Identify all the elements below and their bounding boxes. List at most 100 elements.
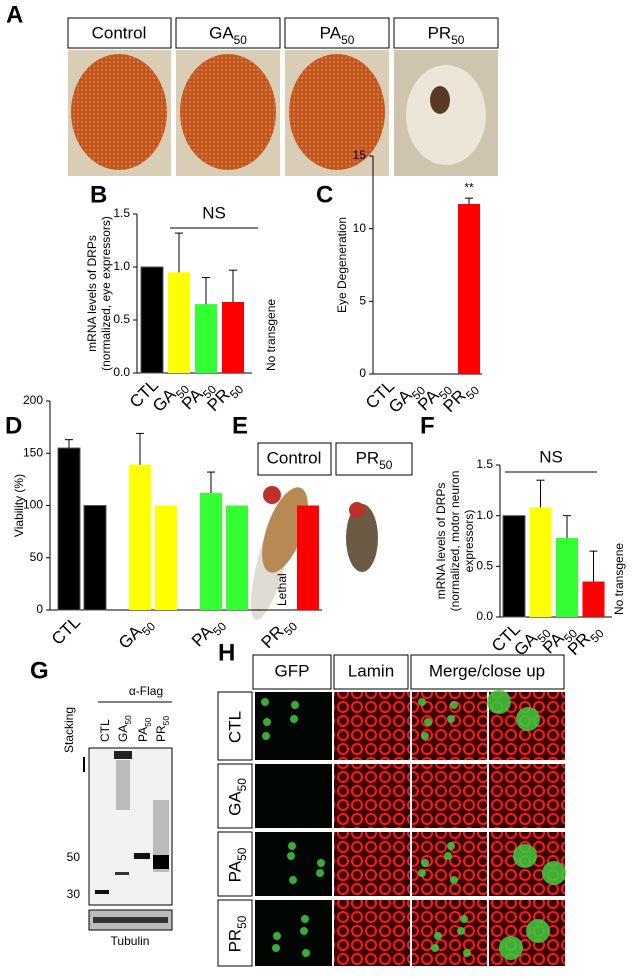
y-tick-label: 1.5 xyxy=(113,206,130,220)
panel-label: D xyxy=(5,412,22,439)
bar xyxy=(129,464,151,610)
row-box xyxy=(217,831,253,897)
stacking-label: Stacking xyxy=(62,707,76,753)
y-axis-label: mRNA levels of DRPs xyxy=(85,235,99,352)
y-axis-label: Viability (%) xyxy=(12,474,26,537)
micrograph xyxy=(334,832,410,896)
header-box xyxy=(67,17,172,49)
y-tick-label: 0 xyxy=(36,602,43,616)
row-box xyxy=(217,763,253,829)
bar xyxy=(502,515,526,618)
gfp-cell xyxy=(444,852,452,860)
gfp-cell xyxy=(431,944,439,952)
y-axis-label: (normalized, eye expressors) xyxy=(99,216,113,371)
micrograph xyxy=(255,764,332,828)
micrograph xyxy=(412,900,487,966)
y-tick-label: 1.0 xyxy=(113,259,130,273)
y-tick-label: 1.5 xyxy=(476,457,493,471)
x-tick-label: GA50 xyxy=(115,612,159,656)
eye xyxy=(71,54,167,170)
gfp-cell xyxy=(418,698,426,706)
note: No transgene xyxy=(264,299,278,371)
panel-a: Control GA50 PA50 PR50 xyxy=(67,17,499,176)
panel-label: C xyxy=(316,181,333,208)
panel-g: α-Flag CTL GA50 PA50 PR50 Stacking 50 30… xyxy=(62,684,173,948)
header-box xyxy=(410,654,565,690)
gfp-cell xyxy=(450,701,458,709)
bar xyxy=(458,203,480,374)
bar xyxy=(297,505,319,610)
header-box xyxy=(252,654,332,690)
gfp-cell xyxy=(302,949,310,957)
significance: ** xyxy=(464,180,474,194)
y-axis-label: (normalized, motor neuron xyxy=(448,471,462,612)
row-box xyxy=(217,691,253,761)
panel-label: E xyxy=(232,412,248,439)
panel-label: H xyxy=(218,639,235,666)
header-box xyxy=(175,17,281,49)
band xyxy=(114,751,132,759)
micrograph xyxy=(334,900,410,966)
y-tick-label: 150 xyxy=(23,445,43,459)
gfp-cell xyxy=(526,919,550,943)
bar xyxy=(195,304,217,373)
panel-label: G xyxy=(30,657,49,684)
gfp-cell xyxy=(421,859,429,867)
gfp-cell xyxy=(263,718,271,726)
y-axis-label: Eye Degeneration xyxy=(335,217,349,313)
bar xyxy=(222,301,244,373)
micrograph xyxy=(334,692,410,760)
y-tick-label: 0.0 xyxy=(476,609,493,623)
y-tick-label: 5 xyxy=(359,294,366,308)
micrograph xyxy=(412,764,487,828)
header: Control xyxy=(267,448,322,467)
gfp-cell xyxy=(499,936,523,960)
header-box xyxy=(335,442,413,476)
gfp-cell xyxy=(289,876,297,884)
lane-label: CTL xyxy=(98,719,112,742)
bar xyxy=(140,266,164,374)
gfp-cell xyxy=(450,876,458,884)
band xyxy=(134,853,150,859)
band xyxy=(153,855,169,869)
gfp-cell xyxy=(487,690,511,714)
fly-eye xyxy=(263,486,281,504)
band xyxy=(95,890,109,894)
y-tick-label: 10 xyxy=(353,221,367,235)
antibody: α-Flag xyxy=(129,684,163,698)
note: Lethal xyxy=(275,573,289,606)
gfp-cell xyxy=(317,859,325,867)
gfp-cell xyxy=(273,932,281,940)
header-box xyxy=(393,17,499,49)
y-tick-label: 50 xyxy=(30,550,44,564)
x-tick-label: PR50 xyxy=(564,619,607,662)
y-axis-label: mRNA levels of DRPs xyxy=(434,483,448,600)
gfp-cell xyxy=(421,732,429,740)
x-tick-label: PR50 xyxy=(440,376,483,419)
header: Merge/close up xyxy=(429,661,545,680)
gfp-cell xyxy=(290,715,298,723)
fly-body xyxy=(262,487,308,573)
panel-label: A xyxy=(6,1,23,28)
bar xyxy=(155,505,177,610)
gfp-cell xyxy=(434,932,442,940)
panel-label: B xyxy=(90,181,107,208)
gfp-cell xyxy=(447,842,455,850)
y-tick-label: 100 xyxy=(23,498,43,512)
row-box xyxy=(217,899,253,967)
y-tick-label: 0 xyxy=(359,366,366,380)
y-tick-label: 0.5 xyxy=(476,559,493,573)
gfp-cell xyxy=(272,944,280,952)
micrograph xyxy=(334,764,410,828)
gfp-cell xyxy=(301,915,309,923)
eye-lesion xyxy=(430,86,450,114)
gfp-cell xyxy=(516,707,540,731)
bar xyxy=(168,272,190,373)
fly-body xyxy=(346,504,378,572)
bar xyxy=(200,492,222,610)
header-box xyxy=(333,654,409,690)
gfp-cell xyxy=(287,852,295,860)
gfp-cell xyxy=(418,869,426,877)
gfp-cell xyxy=(300,927,308,935)
